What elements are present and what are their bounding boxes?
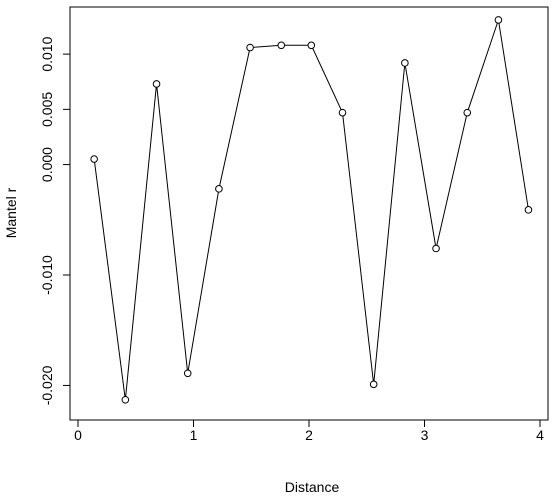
data-point: [401, 59, 409, 67]
x-tick-label: 2: [305, 427, 313, 443]
data-point: [494, 16, 503, 24]
data-point: [246, 43, 254, 52]
data-point: [524, 206, 533, 214]
y-axis-label: Mantel r: [3, 187, 19, 238]
y-tick-label: 0.000: [39, 147, 55, 182]
data-point: [369, 380, 378, 389]
data-point: [121, 395, 130, 404]
plot-frame: [69, 6, 549, 421]
data-point: [338, 108, 347, 117]
x-axis-label: Distance: [285, 479, 340, 495]
x-tick-label: 4: [536, 427, 544, 443]
data-point: [463, 108, 472, 117]
data-point: [277, 41, 286, 50]
x-tick-label: 0: [74, 427, 82, 443]
series-layer: [90, 16, 533, 404]
y-tick-label: -0.010: [39, 255, 55, 295]
y-axis: -0.020 -0.010 0.000 0.005 0.010: [39, 36, 70, 405]
x-tick-label: 1: [190, 427, 198, 443]
y-tick-label: 0.010: [39, 36, 55, 71]
y-tick-label: -0.020: [39, 365, 55, 405]
y-tick-label: 0.005: [39, 92, 55, 127]
x-axis: 0 1 2 3 4: [74, 420, 544, 443]
data-point: [152, 80, 161, 88]
data-point: [215, 185, 223, 193]
data-point: [90, 155, 98, 163]
data-point: [307, 41, 316, 50]
data-point: [183, 369, 192, 378]
x-tick-label: 3: [421, 427, 429, 443]
data-point: [432, 244, 440, 253]
series-line: [93, 19, 529, 400]
